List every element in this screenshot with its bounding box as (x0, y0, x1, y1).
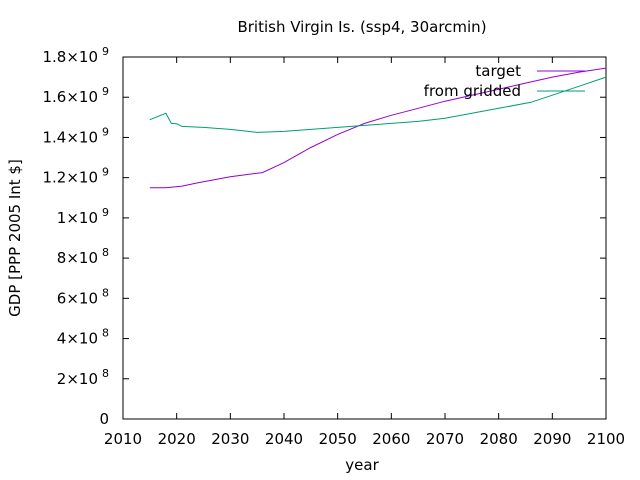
series-layer (149, 67, 607, 189)
y-tick-label: 1.2×10 9 (42, 166, 109, 187)
x-tick-label: 2020 (158, 430, 196, 448)
y-tick-label: 8×10 8 (57, 246, 109, 267)
y-tick-label: 0 (99, 410, 109, 428)
y-tick-label: 2×10 8 (57, 367, 109, 388)
y-axis-label: GDP [PPP 2005 Int $] (6, 159, 24, 317)
legend-label-2: from gridded (424, 82, 521, 100)
x-tick-label: 2080 (480, 430, 518, 448)
chart-title: British Virgin Is. (ssp4, 30arcmin) (237, 18, 486, 36)
y-tick-label: 1.4×10 9 (42, 125, 109, 146)
x-tick-label: 2010 (104, 430, 142, 448)
legend-label-1: target (475, 62, 521, 80)
x-tick-label: 2070 (426, 430, 464, 448)
y-tick-label: 1×10 9 (57, 206, 109, 227)
x-axis-label: year (345, 456, 379, 474)
x-tick-label: 2100 (587, 430, 625, 448)
series-line-2 (149, 76, 607, 133)
x-tick-label: 2090 (533, 430, 571, 448)
x-tick-label: 2060 (372, 430, 410, 448)
plot-area-frame (122, 56, 607, 420)
x-axis: 2010 2020 2030 2040 2050 2060 2070 2080 2090 2100 (104, 57, 625, 448)
series-line-1 (149, 67, 607, 189)
y-tick-label: 6×10 8 (57, 286, 109, 307)
y-tick-label: 1.8×10 9 (42, 45, 109, 66)
y-tick-label: 4×10 8 (57, 327, 109, 348)
y-tick-label: 1.6×10 9 (42, 85, 109, 106)
legend: target from gridded (424, 62, 585, 100)
y-axis: 0 2×10 8 4×10 8 6×10 8 8×10 8 1×10 9 1.2×10 9 1.4×10 9… (42, 45, 606, 428)
x-tick-label: 2040 (265, 430, 303, 448)
x-tick-label: 2050 (319, 430, 357, 448)
x-tick-label: 2030 (211, 430, 249, 448)
